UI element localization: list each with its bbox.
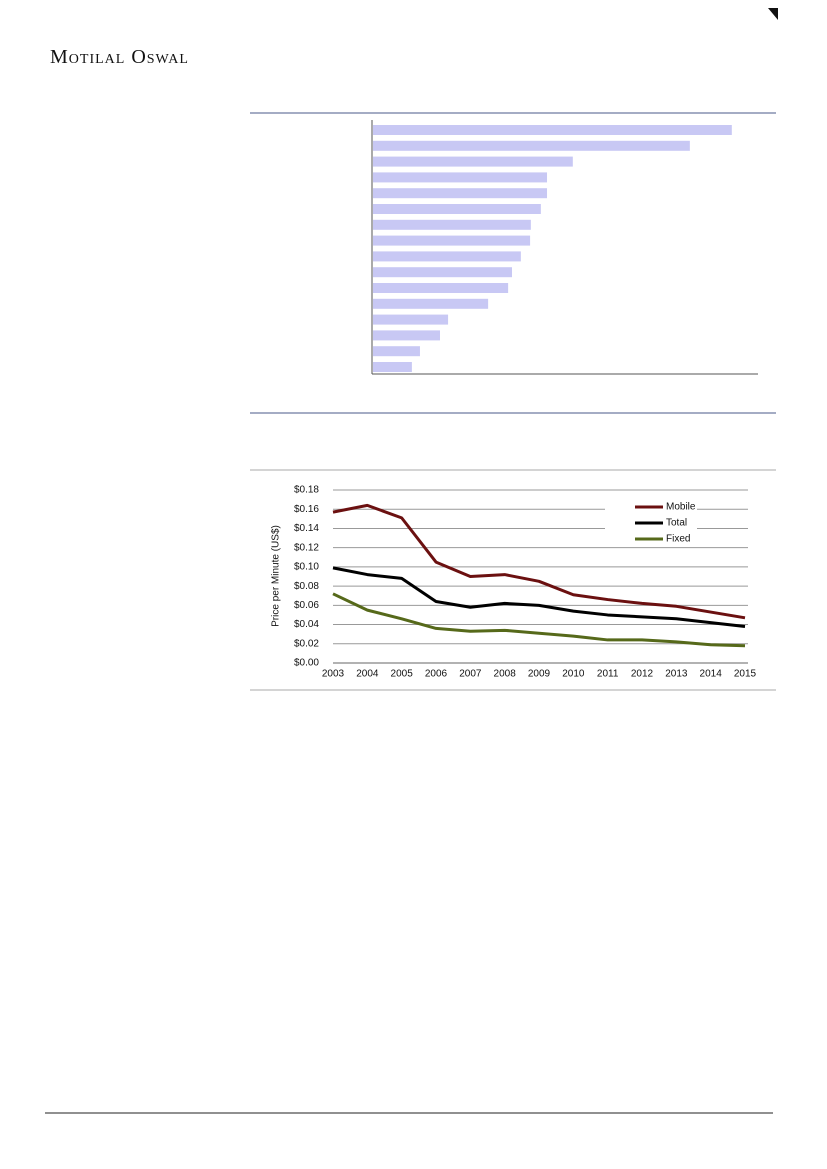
bar (373, 219, 531, 230)
bar (373, 204, 541, 214)
legend-label: Mobile (666, 502, 696, 513)
x-tick-label: 2004 (356, 669, 379, 680)
y-tick-label: $0.10 (294, 562, 319, 573)
y-tick-label: $0.16 (294, 504, 319, 515)
brand: Motilal Oswal (50, 46, 189, 68)
x-tick-label: 2011 (597, 669, 619, 680)
bar (373, 188, 548, 199)
bar (373, 298, 489, 309)
y-tick-label: $0.12 (294, 542, 319, 553)
x-tick-label: 2013 (665, 669, 688, 680)
bar (373, 330, 440, 341)
line (332, 503, 746, 620)
x-tick-label: 2015 (734, 669, 757, 680)
y-tick-label: $0.02 (294, 638, 319, 649)
bar (373, 251, 521, 262)
x-tick-label: 2005 (391, 669, 414, 680)
x-tick-label: 2009 (528, 669, 551, 680)
bar (373, 125, 732, 135)
y-tick-label: $0.14 (294, 523, 319, 534)
corner-mark (768, 8, 778, 20)
y-tick-label: $0.18 (294, 485, 319, 496)
x-tick-label: 2007 (459, 669, 482, 680)
bar (373, 346, 420, 357)
x-tick-label: 2012 (631, 669, 654, 680)
y-tick-label: $0.06 (294, 600, 319, 611)
y-tick-label: $0.08 (294, 581, 319, 592)
x-tick-label: 2008 (494, 669, 517, 680)
y-tick-label: $0.00 (294, 658, 319, 669)
line (332, 592, 746, 648)
bar (373, 362, 412, 372)
x-tick-label: 2003 (322, 669, 345, 680)
bar (373, 140, 690, 151)
legend-label: Total (666, 518, 687, 529)
bar (373, 172, 548, 183)
bar (373, 283, 509, 293)
bar (373, 267, 512, 278)
x-tick-label: 2014 (700, 669, 723, 680)
bar (373, 314, 449, 325)
line (332, 566, 746, 628)
bar (373, 235, 531, 246)
y-tick-label: $0.04 (294, 619, 319, 630)
legend-label: Fixed (666, 534, 690, 545)
y-axis-label: Price per Minute (US$) (271, 525, 282, 627)
bar (373, 156, 573, 167)
x-tick-label: 2010 (562, 669, 585, 680)
x-tick-label: 2006 (425, 669, 448, 680)
